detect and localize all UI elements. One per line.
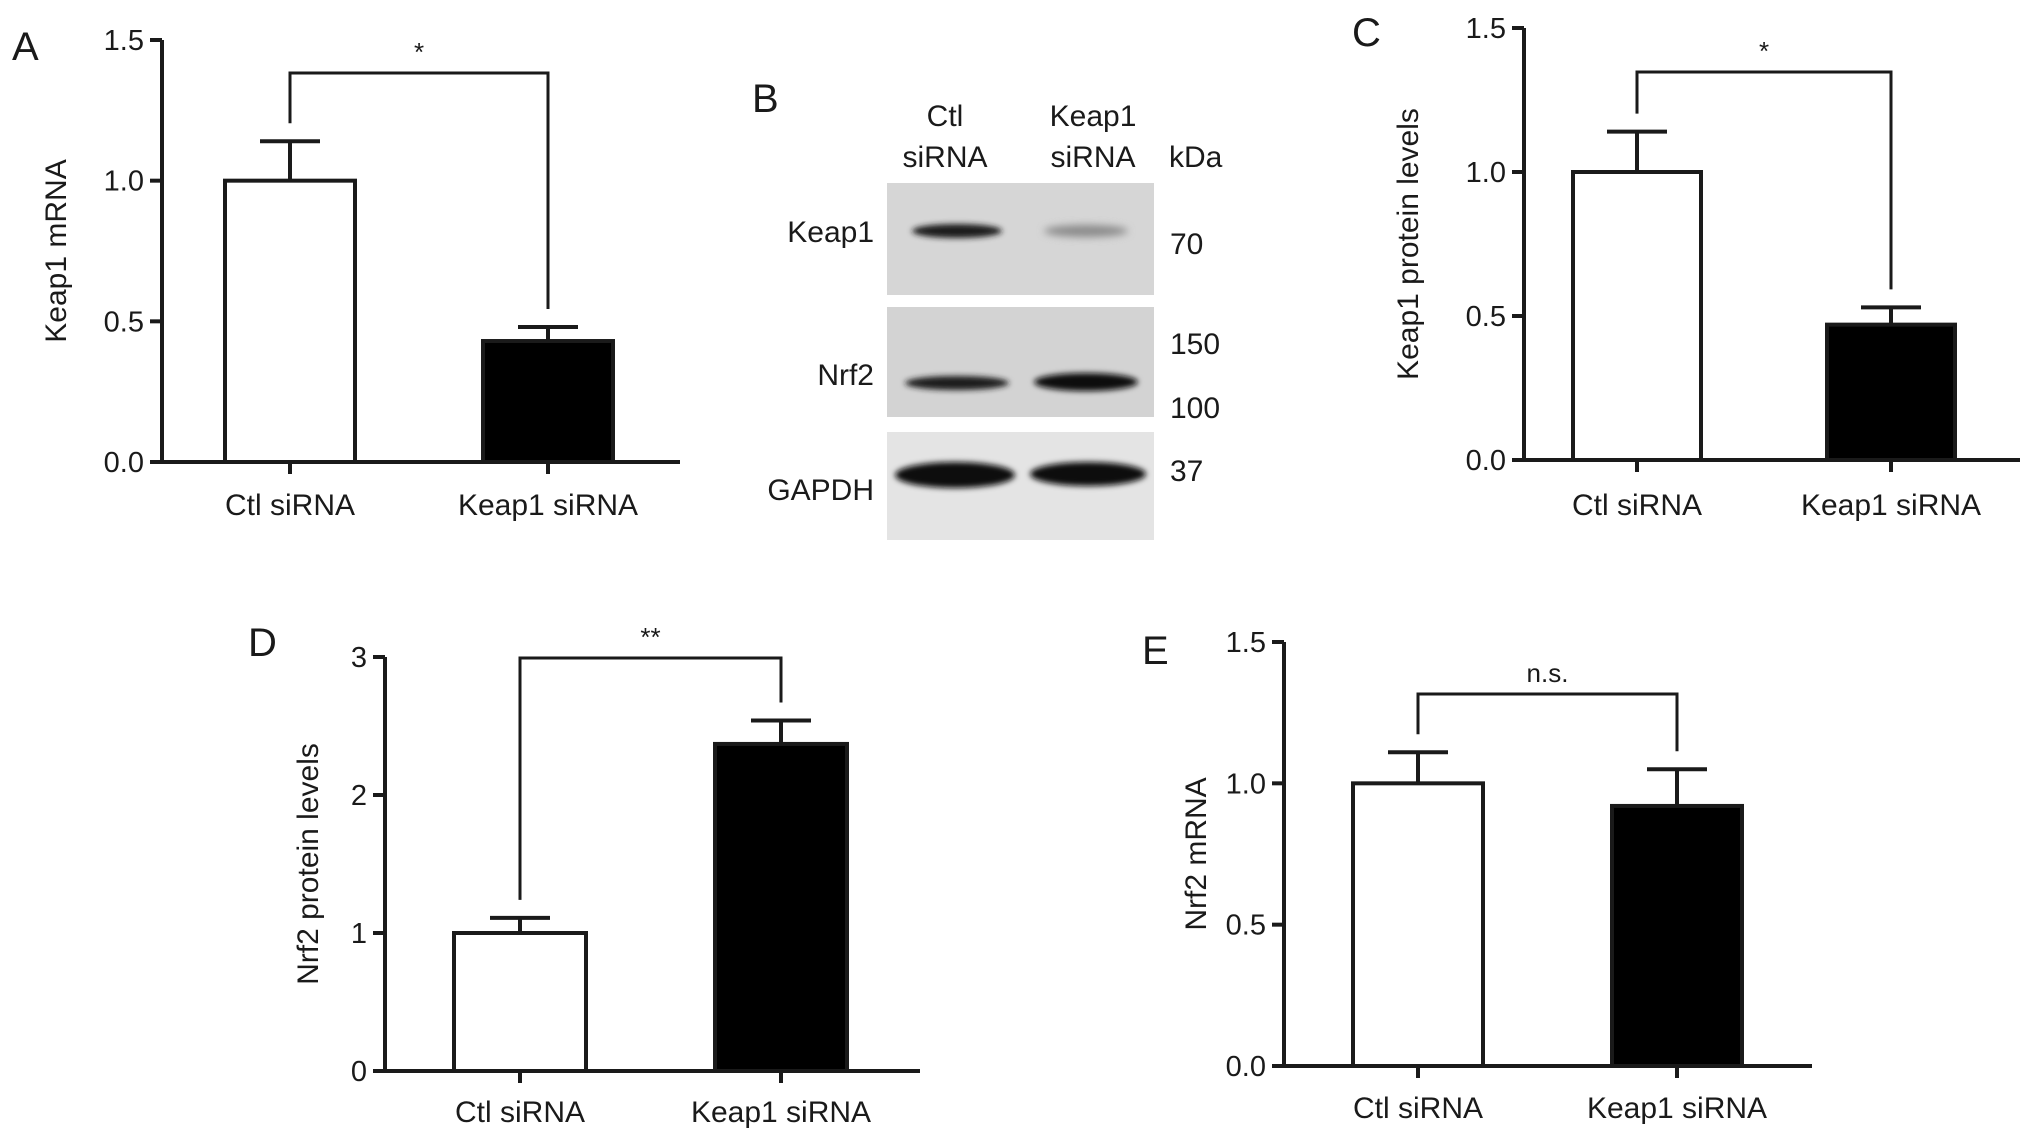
- marker-150: 150: [1170, 328, 1220, 361]
- panel-letter-a: A: [12, 25, 39, 69]
- y-tick-label: 0.5: [1466, 301, 1506, 333]
- y-tick-label: 1: [351, 918, 367, 950]
- blot-row-label-nrf2: Nrf2: [817, 359, 874, 392]
- y-axis-title: Keap1 mRNA: [40, 159, 73, 342]
- y-tick-label: 2: [351, 780, 367, 812]
- significance-bracket: [1416, 692, 1679, 752]
- bar-ctl-sirna: [452, 931, 588, 1073]
- band-gapdh-keap1sirna: [1030, 462, 1146, 486]
- y-tick-label: 0: [351, 1056, 367, 1088]
- category-label: Ctl siRNA: [1353, 1092, 1483, 1125]
- bar-ctl-sirna: [223, 178, 357, 465]
- blot-row-label-keap1: Keap1: [787, 216, 874, 249]
- blot-row-label-gapdh: GAPDH: [767, 474, 874, 507]
- band-nrf2-ctl: [905, 376, 1009, 390]
- y-tick-label: 1.0: [104, 166, 144, 198]
- category-label: Ctl siRNA: [1572, 489, 1702, 522]
- panel-letter-d: D: [248, 621, 277, 665]
- panel-letter-e: E: [1142, 629, 1169, 673]
- bar-ctl-sirna: [1351, 781, 1485, 1068]
- y-tick-label: 0.0: [1226, 1051, 1266, 1083]
- band-keap1-ctl: [912, 224, 1002, 238]
- y-tick-label: 1.5: [1466, 13, 1506, 45]
- panel-letter-b: B: [752, 77, 779, 121]
- y-tick-label: 0.5: [1226, 910, 1266, 942]
- bar-keap1-sirna: [481, 339, 615, 465]
- marker-37: 37: [1170, 455, 1203, 488]
- lane-header-keap1-line2: siRNA: [1050, 141, 1135, 174]
- y-tick-label: 1.0: [1466, 157, 1506, 189]
- band-nrf2-keap1sirna: [1034, 373, 1138, 391]
- blot-strip-nrf2: [887, 307, 1154, 417]
- band-gapdh-ctl: [895, 462, 1015, 488]
- band-keap1-keap1sirna: [1044, 225, 1128, 237]
- significance-label: n.s.: [1527, 658, 1569, 688]
- blot-strip-keap1: [887, 183, 1154, 295]
- western-blot-panel: B Ctl siRNA Keap1 siRNA kDa Keap1 Nrf2 G…: [752, 77, 1223, 540]
- y-tick-label: 1.5: [104, 25, 144, 57]
- y-axis-title: Keap1 protein levels: [1392, 108, 1425, 380]
- lane-header-ctl-line2: siRNA: [902, 141, 987, 174]
- chart-panel-d: D 0 1 2 3 Nrf2 protein levels Ctl siRNA Keap1 s…: [248, 621, 920, 1129]
- lane-header-keap1-line1: Keap1: [1050, 100, 1137, 133]
- significance-bracket: [1635, 70, 1893, 290]
- significance-label: **: [640, 622, 660, 652]
- panel-letter-c: C: [1352, 11, 1381, 55]
- significance-bracket: [288, 71, 550, 309]
- category-label: Keap1 siRNA: [1801, 489, 1981, 522]
- y-tick-label: 0.0: [104, 447, 144, 479]
- chart-panel-e: E 0.0 0.5 1.0 1.5 Nrf2 mRNA Ctl siRNA Keap1 siR…: [1142, 627, 1812, 1125]
- chart-panel-a: A 0.0 0.5 1.0 1.5 Keap1 mRNA Ctl siRNA Keap1 si…: [12, 25, 680, 522]
- y-tick-label: 3: [351, 642, 367, 674]
- y-axis-title: Nrf2 mRNA: [1180, 777, 1213, 930]
- marker-70: 70: [1170, 228, 1203, 261]
- category-label: Ctl siRNA: [455, 1096, 585, 1129]
- kda-header: kDa: [1169, 141, 1223, 174]
- bar-keap1-sirna: [1825, 322, 1957, 463]
- y-tick-label: 0.0: [1466, 445, 1506, 477]
- category-label: Ctl siRNA: [225, 489, 355, 522]
- y-tick-label: 0.5: [104, 306, 144, 338]
- bar-ctl-sirna: [1571, 170, 1703, 462]
- significance-label: *: [414, 37, 424, 67]
- significance-bracket: [518, 656, 783, 900]
- bar-keap1-sirna: [1610, 803, 1744, 1068]
- y-tick-label: 1.5: [1226, 627, 1266, 659]
- category-label: Keap1 siRNA: [691, 1096, 871, 1129]
- category-label: Keap1 siRNA: [458, 489, 638, 522]
- bar-keap1-sirna: [713, 741, 849, 1073]
- category-label: Keap1 siRNA: [1587, 1092, 1767, 1125]
- significance-label: *: [1759, 36, 1769, 66]
- y-axis-title: Nrf2 protein levels: [292, 743, 325, 985]
- lane-header-ctl-line1: Ctl: [927, 100, 964, 133]
- y-tick-label: 1.0: [1226, 768, 1266, 800]
- chart-panel-c: C 0.0 0.5 1.0 1.5 Keap1 protein levels Ctl siR…: [1352, 11, 2020, 522]
- marker-100: 100: [1170, 392, 1220, 425]
